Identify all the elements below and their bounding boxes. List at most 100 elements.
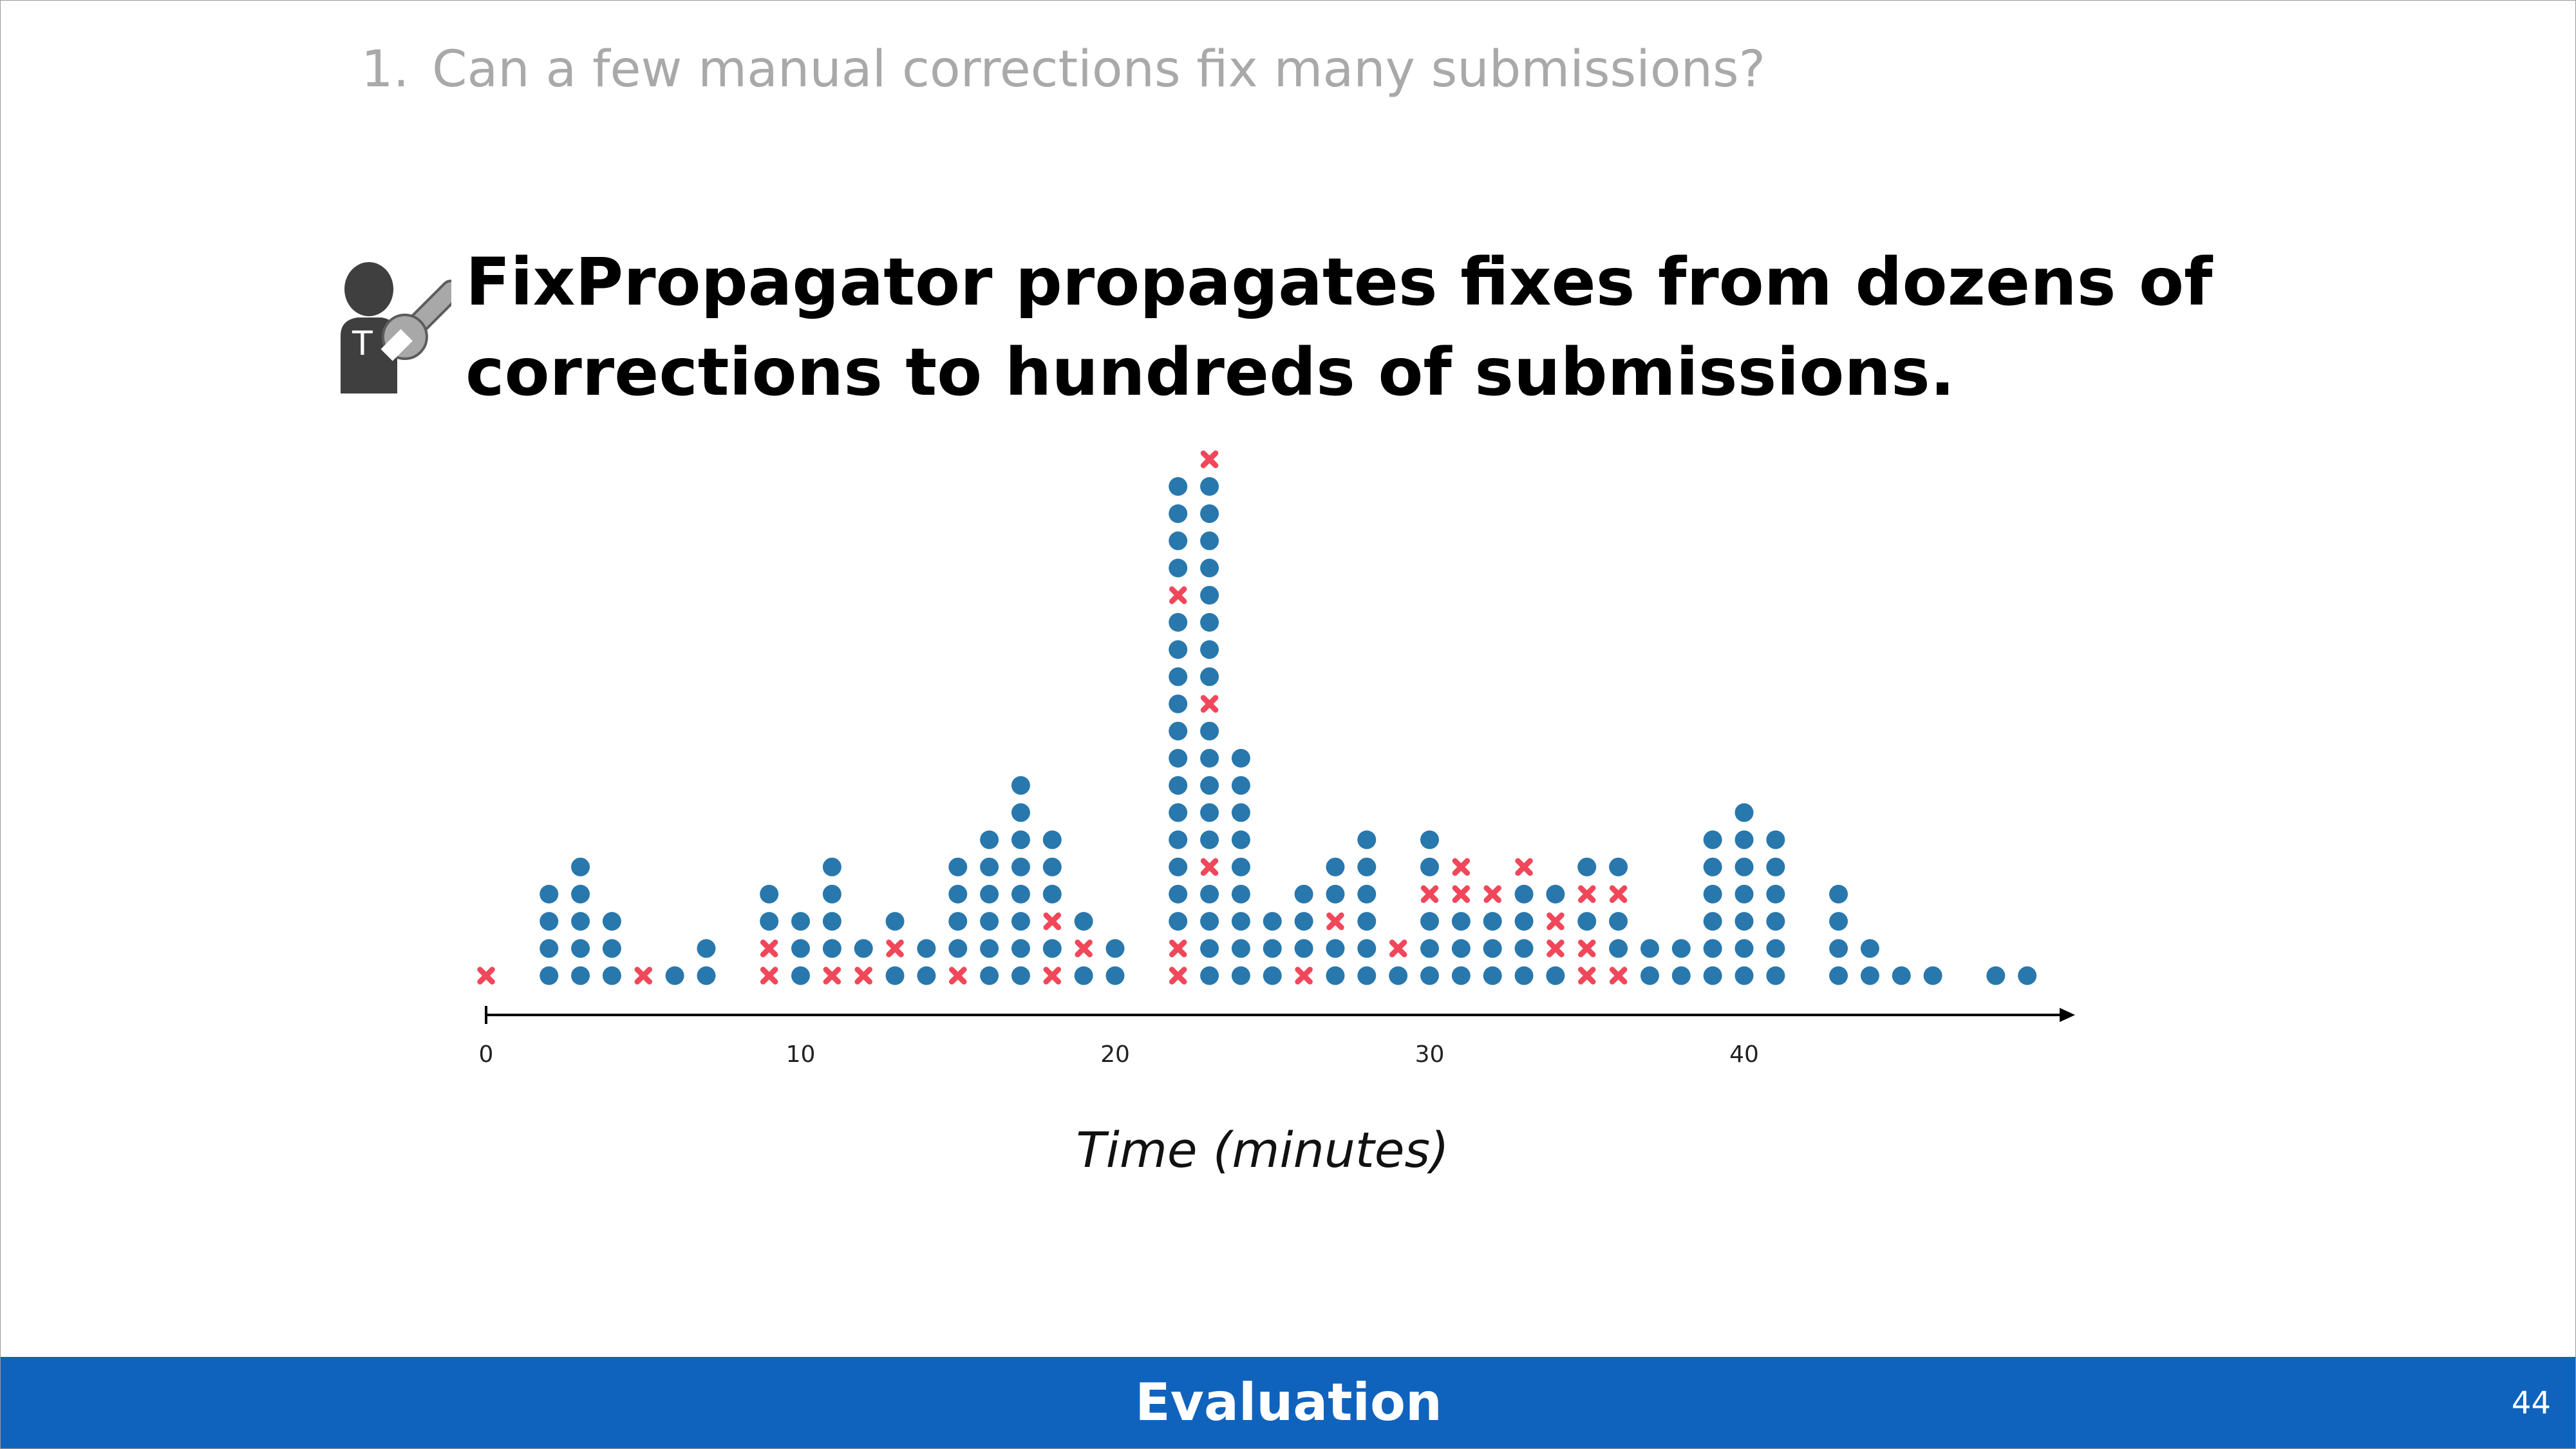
propagated-dot [1200,721,1219,741]
manual-correction-mark [1043,967,1062,985]
manual-correction-mark [1452,885,1471,904]
propagated-dot [854,939,873,958]
propagated-dot [1451,939,1471,958]
manual-correction-mark [634,967,652,985]
propagated-dot [571,912,590,931]
page-number: 44 [2511,1385,2551,1421]
propagated-dot [1703,830,1722,849]
propagated-dot [1105,939,1125,958]
footer-bar: Evaluation 44 [1,1357,2575,1448]
propagated-dot [1609,857,1628,876]
headline-line-2: corrections to hundreds of submissions. [465,334,1955,411]
propagated-dot [1483,966,1502,985]
propagated-dot [885,966,905,985]
propagated-dot [1200,803,1219,822]
propagated-dot [1703,966,1722,985]
propagated-dot [1169,721,1188,741]
propagated-dot [571,939,590,958]
teacher-with-wrench-icon: T [341,262,451,393]
propagated-dot [1514,966,1534,985]
propagated-dot [1294,912,1313,931]
propagated-dot [822,884,841,904]
propagated-dot [760,912,779,931]
propagated-dot [1231,748,1250,768]
propagated-dot [1263,912,1282,931]
propagated-dot [980,966,999,985]
propagated-dot [1169,612,1188,632]
propagated-dot [1169,830,1188,849]
propagated-dot [1420,939,1439,958]
footer-title: Evaluation [1135,1372,1442,1432]
manual-correction-mark [760,940,778,958]
propagated-dot [1609,939,1628,958]
manual-correction-mark [823,967,841,985]
propagated-dot [1671,966,1691,985]
propagated-dot [1609,912,1628,931]
propagated-dot [1231,912,1250,931]
propagated-dot [1326,857,1345,876]
propagated-dot [980,857,999,876]
manual-correction-mark [1515,858,1533,876]
propagated-dot [1766,966,1785,985]
manual-correction-mark [1326,912,1344,931]
propagated-dot [540,939,559,958]
manual-correction-mark [1609,885,1628,904]
propagated-dot [1200,939,1219,958]
propagated-dot [1735,884,1754,904]
manual-correction-mark [1578,967,1596,985]
propagated-dot [1169,694,1188,714]
propagated-dot [1200,830,1219,849]
propagated-dot [1577,912,1597,931]
propagated-dot [1640,939,1659,958]
propagated-dot [1766,830,1785,849]
manual-correction-mark [1483,885,1501,904]
headline-line-1: FixPropagator propagates fixes from doze… [465,244,2213,321]
propagated-dot [1231,776,1250,795]
x-tick-label: 0 [479,1041,494,1068]
propagated-dot [1169,558,1188,578]
propagated-dot [1766,912,1785,931]
propagated-dot [1231,857,1250,876]
propagated-dot [571,884,590,904]
manual-correction-mark [949,967,967,985]
propagated-dot [1483,912,1502,931]
propagated-dot [1640,966,1659,985]
propagated-dot [1514,884,1534,904]
propagated-dot [1357,912,1377,931]
propagated-dot [1735,803,1754,822]
propagated-dot [980,884,999,904]
propagated-dot [1357,857,1377,876]
propagated-dot [1200,966,1219,985]
propagated-dot [1703,912,1722,931]
propagated-dot [1451,966,1471,985]
propagated-dot [1546,884,1565,904]
propagated-dot [1389,966,1408,985]
propagated-dot [1200,612,1219,632]
propagated-dot [1860,966,1879,985]
headline: FixPropagator propagates fixes from doze… [465,238,2213,418]
icon-letter: T [352,325,373,363]
propagated-dot [1169,667,1188,687]
x-axis-label: Time (minutes) [1076,1121,1449,1179]
manual-correction-mark [1547,912,1565,931]
propagated-dot [791,966,810,985]
propagated-dot [1011,776,1030,795]
propagated-dot [1514,912,1534,931]
propagated-dot [1420,966,1439,985]
propagated-dot [1200,640,1219,659]
question-number: 1. [361,41,409,99]
propagated-dot [1735,966,1754,985]
manual-correction-mark [1389,940,1407,958]
propagated-dot [1042,857,1062,876]
propagated-dot [791,912,810,931]
propagated-dot [1766,857,1785,876]
propagated-dot [1011,830,1030,849]
propagated-dot [948,857,968,876]
propagated-dot [1231,966,1250,985]
manual-correction-mark [1200,450,1219,468]
propagated-dot [1169,477,1188,496]
propagated-dot [1200,667,1219,687]
propagated-dot [2018,966,2037,985]
propagated-dot [1357,830,1377,849]
